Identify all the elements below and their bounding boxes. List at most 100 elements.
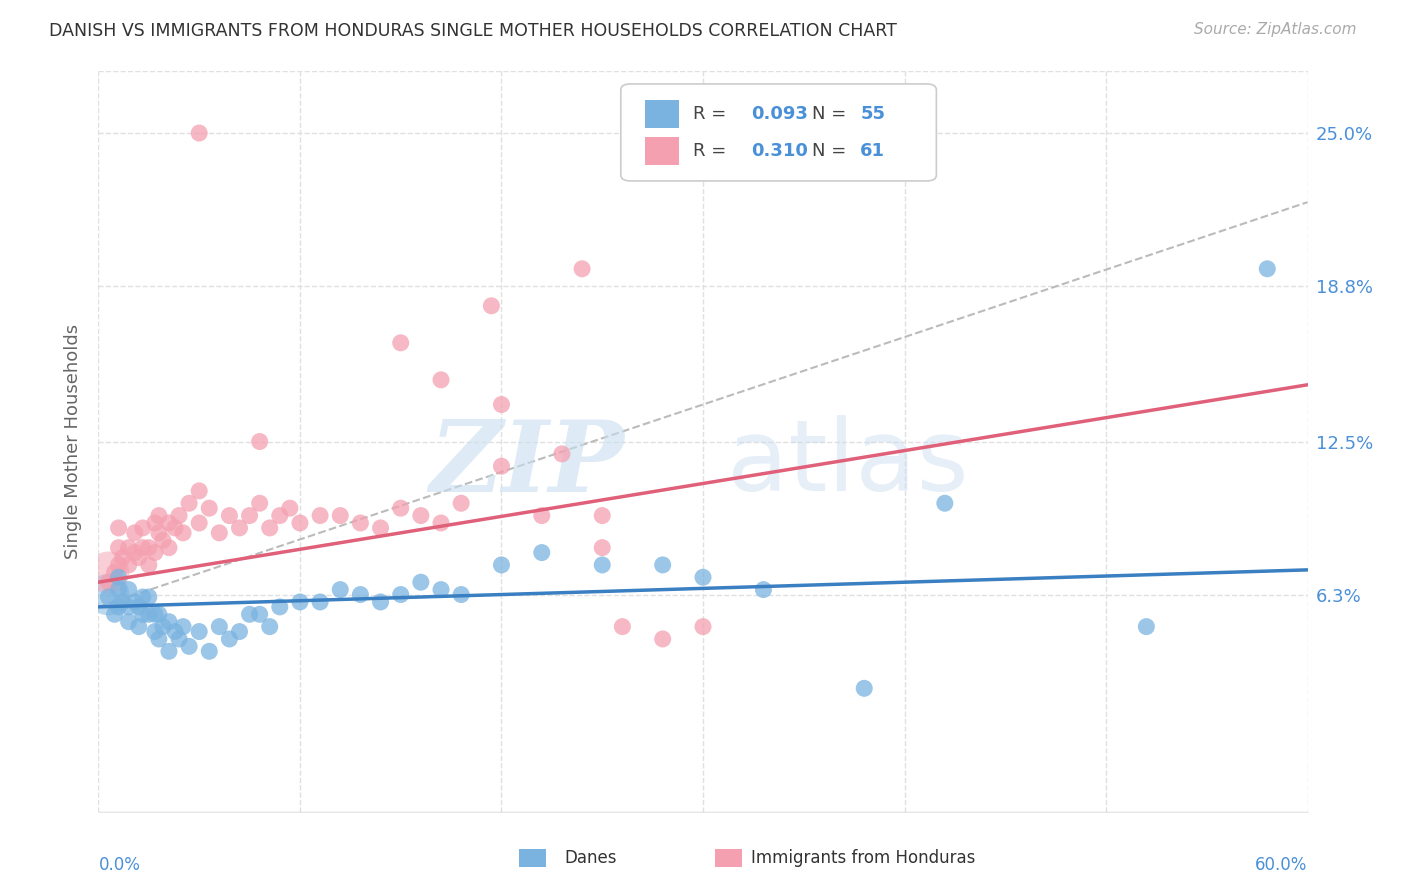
Point [651,632,673,646]
Point [138,558,160,572]
Point [591,508,613,523]
Point [157,615,180,629]
Point [288,516,311,530]
FancyBboxPatch shape [716,849,742,867]
FancyBboxPatch shape [519,849,546,867]
Point [138,541,160,555]
Point [591,541,613,555]
Point [389,501,412,516]
Text: atlas: atlas [727,416,969,512]
Point [97,575,120,590]
Point [163,624,186,639]
Point [143,624,166,639]
Point [612,620,634,634]
Point [107,541,129,555]
Point [571,261,593,276]
Point [349,588,371,602]
Point [167,632,190,646]
Point [118,558,141,572]
Point [430,582,453,597]
Point [111,595,134,609]
Point [218,508,240,523]
Point [107,570,129,584]
Point [118,541,141,555]
Point [132,521,155,535]
Point [124,595,146,609]
Point [239,508,262,523]
Point [188,483,211,498]
Point [450,588,472,602]
Text: Immigrants from Honduras: Immigrants from Honduras [751,848,976,867]
Point [124,546,146,560]
Point [103,566,125,580]
Point [389,335,412,350]
Point [1256,261,1278,276]
Point [450,496,472,510]
Point [172,525,194,540]
Point [179,496,201,510]
Point [128,599,150,614]
Point [118,582,141,597]
Point [152,620,174,634]
Point [370,595,392,609]
FancyBboxPatch shape [621,84,936,181]
Point [591,558,613,572]
Point [188,516,211,530]
Text: 60.0%: 60.0% [1256,856,1308,874]
Point [132,607,155,622]
Point [157,516,180,530]
Point [1135,620,1157,634]
Point [430,516,453,530]
Text: R =: R = [693,104,733,122]
Text: Danes: Danes [564,848,616,867]
Point [329,582,352,597]
Text: Source: ZipAtlas.com: Source: ZipAtlas.com [1194,22,1357,37]
Point [124,525,146,540]
Point [188,126,211,140]
Point [143,516,166,530]
Text: N =: N = [811,142,852,160]
FancyBboxPatch shape [645,137,679,165]
Point [157,541,180,555]
Point [309,595,332,609]
Point [218,632,240,646]
Point [138,607,160,622]
Text: 0.310: 0.310 [751,142,808,160]
Point [491,459,513,474]
Point [188,624,211,639]
Point [143,546,166,560]
Text: N =: N = [811,104,852,122]
Point [239,607,262,622]
Point [249,607,271,622]
Point [309,508,332,523]
Point [228,624,250,639]
Text: DANISH VS IMMIGRANTS FROM HONDURAS SINGLE MOTHER HOUSEHOLDS CORRELATION CHART: DANISH VS IMMIGRANTS FROM HONDURAS SINGL… [49,22,897,40]
Text: 55: 55 [860,104,886,122]
Point [288,595,311,609]
Point [198,644,221,658]
Point [97,566,120,580]
Point [430,373,453,387]
Point [853,681,876,696]
Text: 0.093: 0.093 [751,104,808,122]
Point [148,508,170,523]
Point [349,516,371,530]
Point [651,558,673,572]
Point [97,588,120,602]
Point [692,570,714,584]
Point [491,398,513,412]
Text: 0.0%: 0.0% [98,856,141,874]
Point [143,607,166,622]
Point [107,599,129,614]
Point [179,640,201,654]
Point [148,632,170,646]
Point [148,607,170,622]
Point [208,620,231,634]
Point [167,508,190,523]
Point [269,508,291,523]
Point [157,644,180,658]
Point [128,550,150,565]
Point [389,588,412,602]
Point [97,590,120,604]
Point [752,582,775,597]
